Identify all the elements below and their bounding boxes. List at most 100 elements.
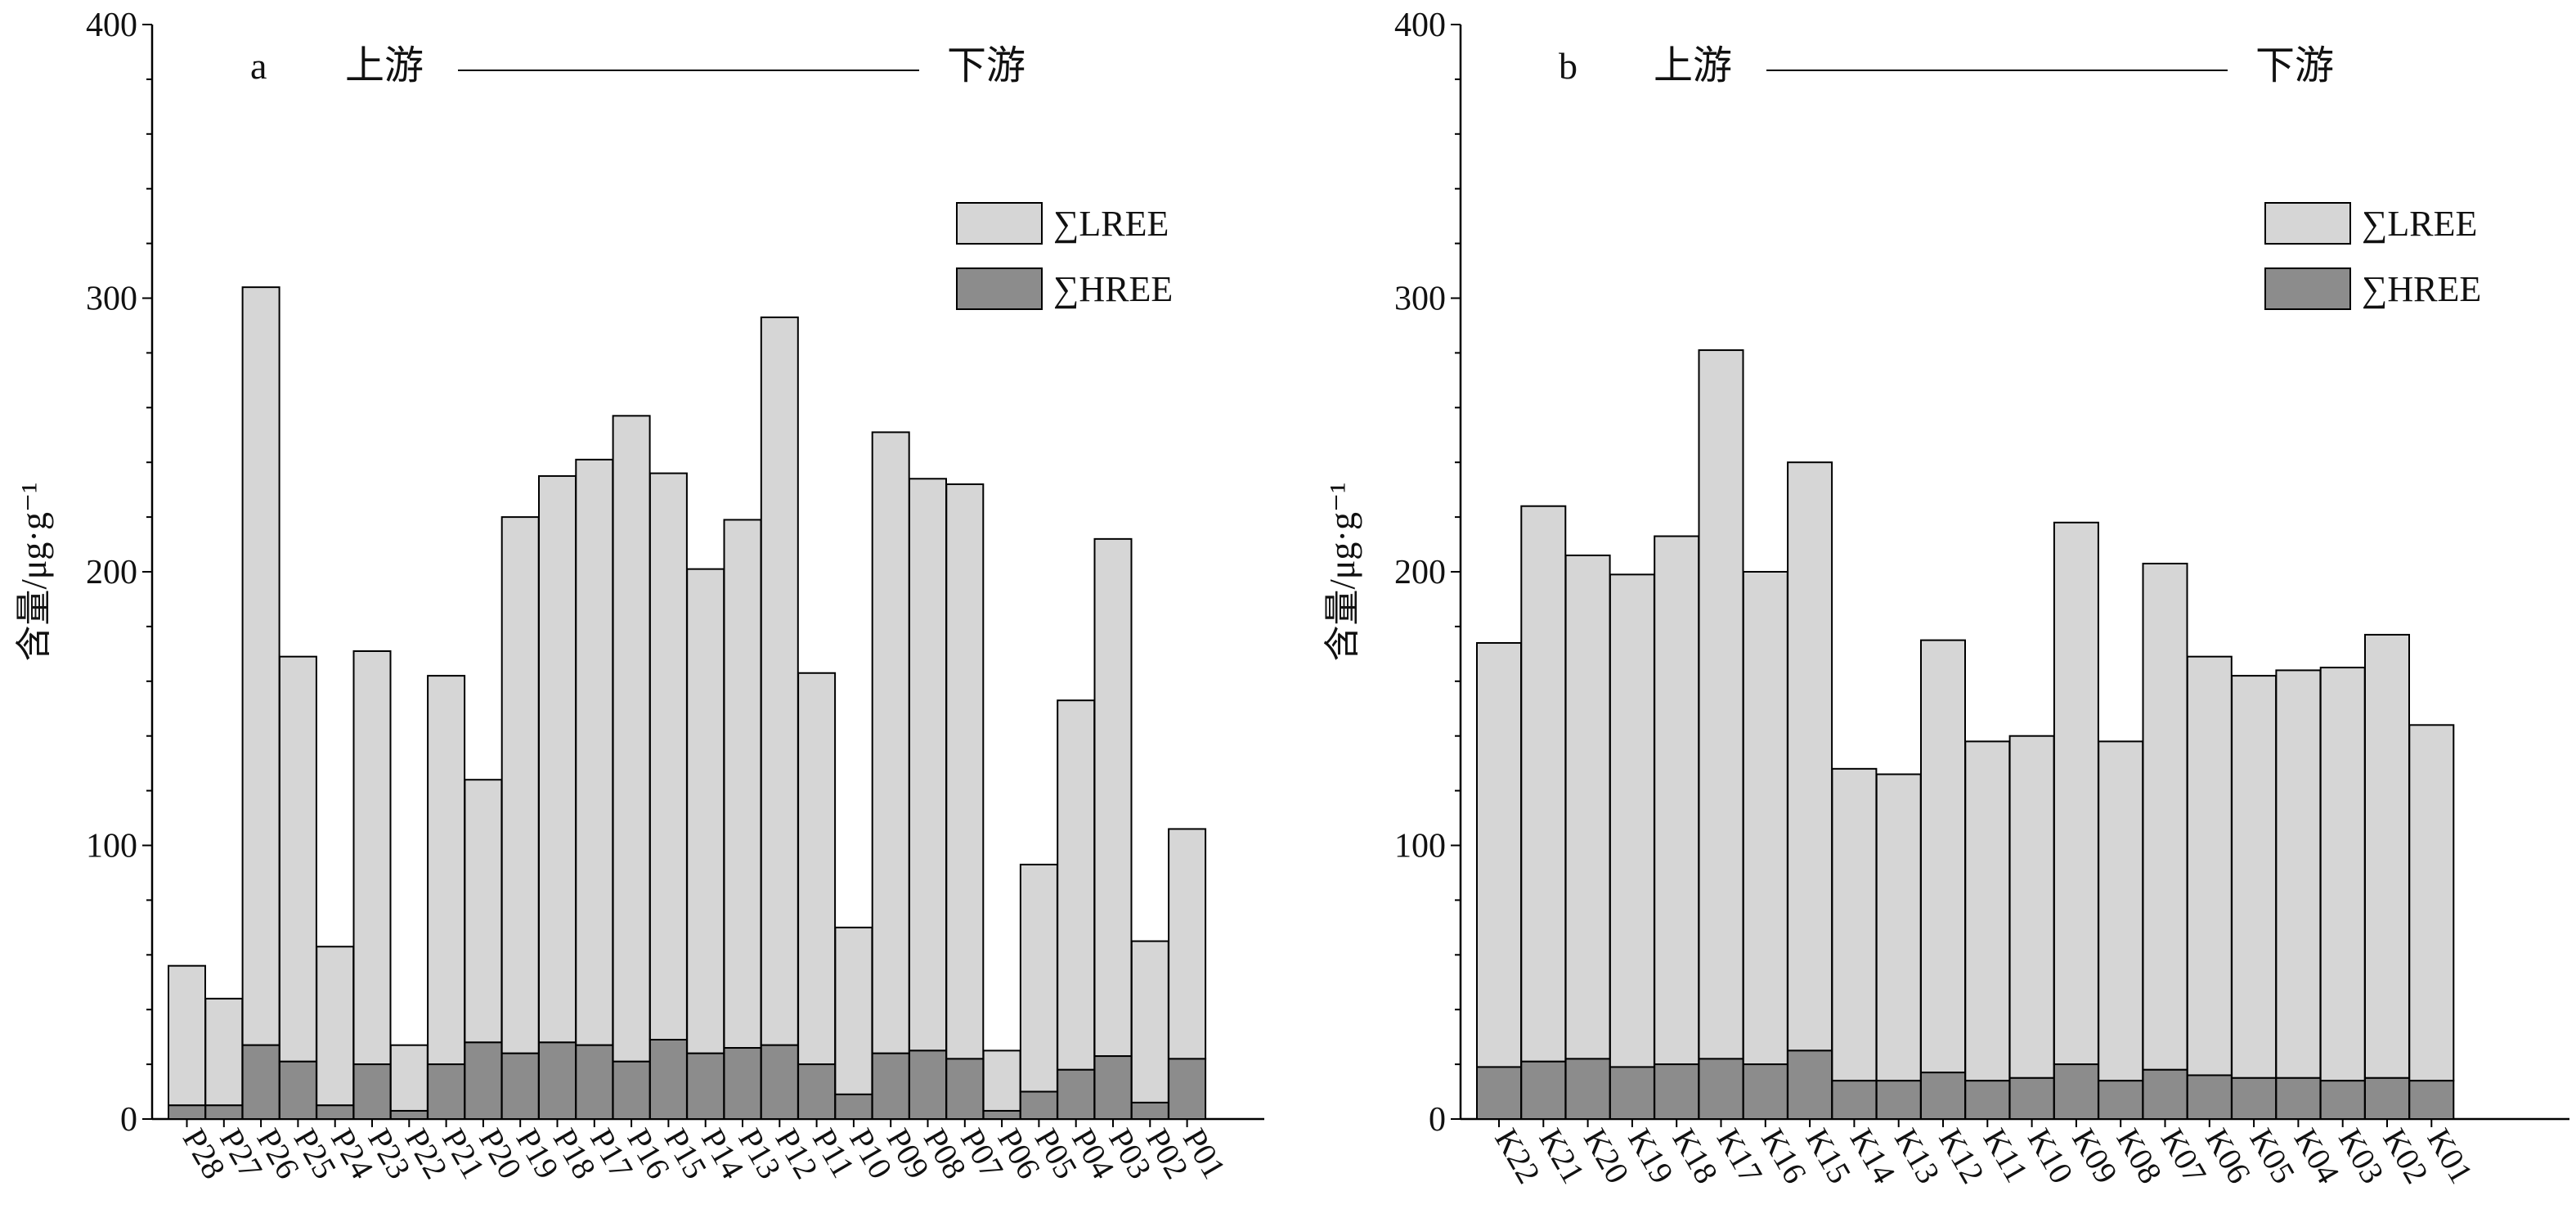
bar-hree-k06 [2186,1074,2233,1120]
x-tick-label: K10 [2021,1122,2080,1189]
bar-hree-p03 [1093,1055,1133,1120]
bar-lree-p23 [352,650,392,1066]
bar-hree-k19 [1609,1066,1655,1120]
bar-hree-k20 [1564,1058,1611,1121]
bar-hree-k13 [1875,1080,1922,1121]
bar-hree-k12 [1920,1072,1966,1121]
bar-hree-k08 [2098,1080,2144,1121]
bar-lree-k21 [1520,505,1567,1063]
legend-label: ∑HREE [1053,269,1173,309]
bar-lree-p21 [427,675,466,1066]
x-tick-label: K13 [1887,1122,1947,1189]
bar-lree-p09 [871,431,910,1054]
bar-hree-k01 [2408,1080,2455,1121]
legend-swatch [956,202,1043,245]
bar-lree-k09 [2053,521,2099,1066]
bar-hree-k07 [2142,1068,2188,1121]
x-tick-label: K07 [2154,1122,2214,1189]
bar-hree-p09 [871,1052,910,1120]
bar-hree-k03 [2319,1080,2366,1121]
bar-hree-k22 [1476,1066,1522,1120]
legend-swatch [2264,202,2351,245]
y-tick-label: 300 [1394,281,1446,318]
bar-lree-p27 [204,997,244,1107]
bar-hree-k18 [1654,1063,1700,1120]
x-tick-label: K15 [1798,1122,1858,1189]
bar-hree-p04 [1057,1068,1096,1121]
bar-lree-p06 [982,1049,1021,1112]
x-tick-label: K03 [2331,1122,2391,1189]
bar-hree-p01 [1168,1058,1207,1121]
bar-lree-k02 [2364,633,2410,1079]
bar-lree-p05 [1019,863,1058,1093]
bar-lree-p03 [1093,537,1133,1058]
bar-hree-p08 [909,1049,947,1120]
bar-hree-p19 [500,1052,540,1120]
y-tick-label: 200 [86,554,137,591]
x-tick-label: K01 [2421,1122,2480,1189]
bar-hree-p20 [464,1041,503,1120]
bar-hree-p05 [1019,1090,1058,1121]
downstream-label: 下游 [947,44,1025,88]
bar-lree-p08 [909,478,947,1052]
x-tick-label: K05 [2242,1122,2302,1189]
bar-hree-p10 [834,1093,873,1121]
y-tick-label: 400 [86,7,137,44]
bar-lree-p26 [241,286,280,1046]
x-tick-label: K17 [1710,1122,1770,1189]
bar-hree-k05 [2231,1076,2278,1120]
upstream-label: 上游 [345,44,424,88]
bar-lree-k05 [2231,675,2278,1079]
y-axis-label: 含量/μg·g⁻¹ [1322,483,1362,662]
y-tick-label: 300 [86,281,137,318]
bar-lree-p25 [278,655,317,1063]
y-tick-label: 200 [1394,554,1446,591]
bar-hree-p06 [982,1109,1021,1120]
upstream-label: 上游 [1654,44,1732,88]
bar-hree-p14 [686,1052,725,1120]
bar-lree-p22 [389,1044,429,1112]
panel-label: a [250,45,267,87]
bar-lree-p14 [686,568,725,1054]
bar-lree-k15 [1787,461,1833,1052]
bar-lree-p24 [316,946,355,1107]
y-tick-label: 0 [1429,1101,1446,1139]
bar-hree-p22 [389,1109,429,1120]
x-tick-label: K20 [1577,1122,1636,1189]
bar-hree-p18 [538,1041,577,1120]
bar-lree-p16 [612,415,651,1063]
bar-hree-k16 [1742,1063,1788,1120]
bar-lree-k03 [2319,667,2366,1082]
x-tick-label: K16 [1754,1122,1814,1189]
bar-hree-k02 [2364,1076,2410,1120]
bar-lree-k08 [2098,740,2144,1082]
bar-lree-k14 [1831,767,1878,1082]
bar-lree-p07 [945,483,985,1060]
bar-lree-k12 [1920,639,1966,1074]
downstream-label: 下游 [2255,44,2334,88]
x-tick-label: K08 [2109,1122,2169,1189]
bar-lree-p01 [1168,828,1207,1060]
bar-lree-p10 [834,926,873,1095]
bar-hree-p13 [723,1047,762,1121]
x-tick-label: K11 [1977,1122,2036,1189]
bar-lree-p17 [575,458,614,1046]
bar-hree-k14 [1831,1080,1878,1121]
bar-lree-p18 [538,474,577,1044]
y-tick-label: 100 [86,828,137,865]
bar-lree-k17 [1698,349,1744,1060]
bar-hree-p16 [612,1060,651,1121]
bar-hree-p24 [316,1104,355,1121]
bar-lree-k11 [1964,740,2011,1082]
bar-lree-p11 [797,672,837,1066]
bar-lree-p15 [648,472,688,1040]
bar-lree-k13 [1875,773,1922,1082]
bar-lree-p20 [464,779,503,1044]
y-tick-label: 400 [1394,7,1446,44]
bar-hree-p02 [1130,1101,1169,1121]
x-tick-label: K22 [1488,1122,1547,1189]
bar-hree-k15 [1787,1049,1833,1120]
bar-hree-p17 [575,1044,614,1121]
bar-lree-p19 [500,516,540,1054]
